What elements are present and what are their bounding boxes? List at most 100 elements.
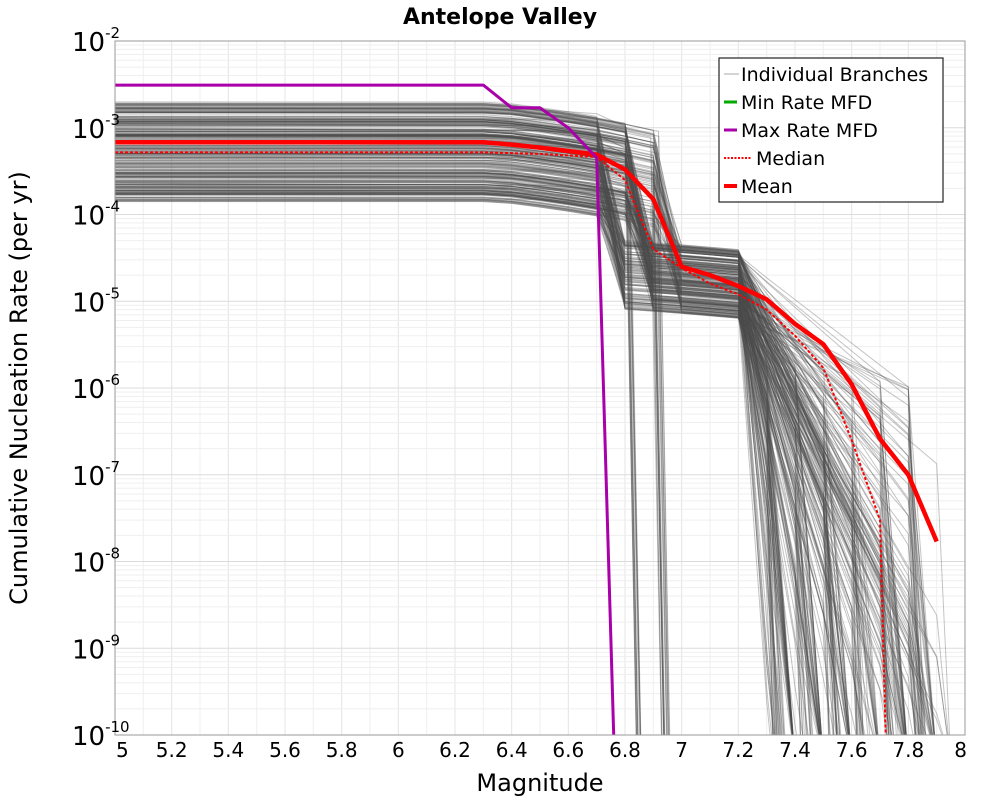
branch-line (115, 164, 820, 735)
branch-line (115, 134, 638, 735)
branch-line (115, 105, 805, 735)
legend-label: Median (756, 148, 825, 170)
legend-label: Min Rate MFD (741, 92, 872, 114)
branch-line (115, 194, 794, 735)
branch-line (115, 185, 917, 735)
x-tick-label: 5.6 (269, 738, 301, 762)
branch-line (115, 153, 830, 735)
branch-line (115, 194, 874, 735)
branch-line (115, 121, 921, 735)
branch-line (115, 189, 831, 735)
y-tick-label: 10-4 (72, 198, 120, 232)
branch-line (115, 135, 874, 735)
branch-line (115, 166, 794, 735)
branch-line (115, 133, 850, 735)
branch-line (115, 180, 878, 735)
x-tick-label: 7.6 (836, 738, 868, 762)
branch-line (115, 121, 906, 735)
branch-line (115, 133, 809, 735)
branch-line (115, 170, 907, 735)
branch-line (115, 153, 822, 735)
x-tick-label: 5.4 (212, 738, 244, 762)
branch-line (115, 150, 781, 735)
branch-line (115, 136, 936, 735)
branch-line (115, 153, 794, 735)
branch-line (115, 193, 922, 735)
branch-line (115, 191, 793, 735)
x-tick-label: 6 (392, 738, 405, 762)
branch-line (115, 172, 932, 735)
x-tick-label: 6.8 (609, 738, 641, 762)
y-tick-label: 10-5 (72, 284, 120, 318)
branch-line (115, 133, 669, 735)
branch-line (115, 125, 931, 735)
legend: Individual Branches Min Rate MFD Max Rate … (718, 57, 944, 203)
branch-line (115, 184, 933, 735)
branch-line (115, 190, 862, 735)
branch-line (115, 189, 895, 735)
x-tick-label: 6.4 (496, 738, 528, 762)
branch-line (115, 172, 863, 735)
branch-line (115, 154, 935, 735)
branch-line (115, 147, 864, 735)
branch-line (115, 130, 857, 735)
branch-line (115, 119, 920, 735)
branch-line (115, 107, 638, 735)
branch-line (115, 134, 934, 735)
legend-label: Mean (741, 176, 793, 198)
legend-label: Max Rate MFD (741, 120, 878, 142)
x-tick-label: 6.6 (552, 738, 584, 762)
branch-line (115, 134, 835, 735)
branch-line (115, 201, 779, 735)
branch-line (115, 197, 860, 735)
branch-line (115, 131, 849, 735)
series-line-mean (115, 140, 939, 543)
branch-line (115, 103, 944, 735)
x-tick-label: 7 (675, 738, 688, 762)
branch-line (115, 147, 850, 735)
branch-line (115, 176, 841, 735)
branch-line (115, 131, 842, 735)
branch-line (115, 190, 921, 735)
branch-line (115, 104, 830, 735)
branch-line (115, 190, 905, 735)
branch-line (115, 190, 794, 735)
branch-line (115, 122, 907, 735)
branch-line (115, 122, 665, 735)
x-tick-label: 7.4 (779, 738, 811, 762)
branch-line (115, 193, 821, 735)
branch-line (115, 131, 822, 735)
branch-line (115, 149, 774, 735)
branch-line (115, 178, 794, 735)
branch-line (115, 110, 877, 735)
branch-line (115, 108, 821, 735)
branch-line (115, 131, 841, 735)
branch-line (115, 125, 902, 735)
chart-title: Antelope Valley (403, 5, 597, 30)
series-lines (115, 83, 939, 735)
branch-line (115, 180, 888, 735)
branch-line (115, 121, 809, 735)
branch-line (115, 130, 776, 735)
branch-line (115, 187, 925, 735)
branch-line (115, 134, 849, 735)
branch-line (115, 121, 917, 735)
branch-line (115, 162, 857, 735)
branch-line (115, 116, 876, 735)
branch-line (115, 158, 820, 735)
branch-line (115, 120, 857, 735)
branch-line (115, 133, 907, 735)
branch-line (115, 177, 893, 735)
branch-line (115, 130, 922, 735)
y-tick-label: 10-10 (72, 718, 130, 752)
branch-line (115, 107, 793, 735)
branch-line (115, 121, 851, 735)
branch-line (115, 106, 794, 735)
branch-line (115, 147, 837, 735)
branch-line (115, 200, 892, 735)
branch-line (115, 102, 773, 735)
x-tick-label: 5.2 (156, 738, 188, 762)
x-tick-label: 8 (954, 738, 967, 762)
branch-line (115, 155, 888, 735)
branch-line (115, 179, 907, 735)
